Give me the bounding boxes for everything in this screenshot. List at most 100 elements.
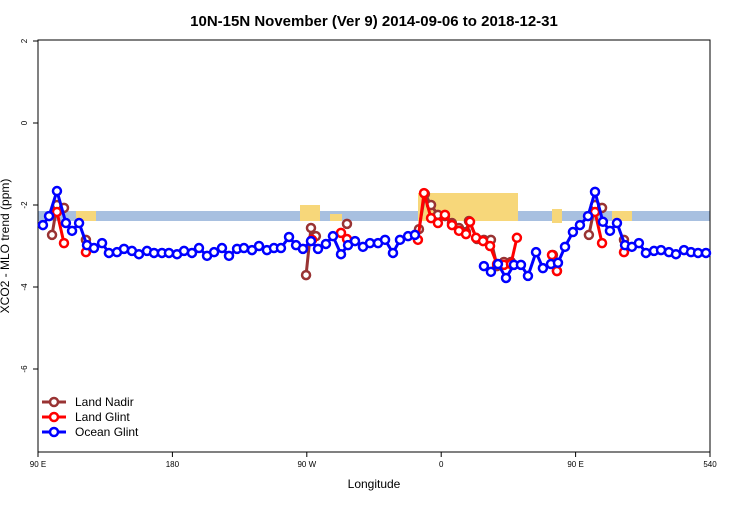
data-point (418, 187, 430, 199)
data-point (349, 235, 361, 247)
data-point (559, 241, 571, 253)
x-tick-label: 180 (166, 460, 180, 469)
legend-marker (48, 396, 60, 408)
data-point (193, 242, 205, 254)
data-point (312, 243, 324, 255)
data-point (66, 225, 78, 237)
data-point (597, 216, 609, 228)
data-point (611, 217, 623, 229)
data-point (546, 249, 558, 261)
data-point (58, 237, 70, 249)
data-point (530, 246, 542, 258)
data-point (522, 270, 534, 282)
data-point (394, 234, 406, 246)
data-point (305, 235, 317, 247)
data-point (238, 242, 250, 254)
data-point (60, 217, 72, 229)
data-point (567, 226, 579, 238)
legend-label: Land Glint (75, 410, 130, 424)
data-point (327, 230, 339, 242)
data-point (596, 237, 608, 249)
data-point (133, 248, 145, 260)
legend-marker (48, 411, 60, 423)
data-point (604, 225, 616, 237)
plot-frame (37, 39, 711, 453)
data-point (335, 248, 347, 260)
y-tick-label: -4 (20, 283, 29, 291)
data-point (552, 257, 564, 269)
data-point (478, 260, 490, 272)
data-point (51, 206, 63, 218)
data-point (43, 210, 55, 222)
data-point (582, 210, 594, 222)
data-point (223, 250, 235, 262)
data-point (670, 248, 682, 260)
land-patch (300, 205, 320, 221)
data-point (477, 235, 489, 247)
data-point (700, 247, 712, 259)
data-point (275, 242, 287, 254)
data-point (640, 247, 652, 259)
x-tick-label: 0 (439, 460, 444, 469)
data-point (341, 218, 353, 230)
legend-label: Land Nadir (75, 395, 134, 409)
data-point (208, 246, 220, 258)
data-point (633, 237, 645, 249)
land-patch (552, 209, 562, 223)
data-point (432, 217, 444, 229)
chart-title: 10N-15N November (Ver 9) 2014-09-06 to 2… (190, 13, 558, 30)
data-point (46, 229, 58, 241)
data-point (439, 209, 451, 221)
data-point (364, 237, 376, 249)
data-point (297, 243, 309, 255)
data-point (300, 269, 312, 281)
data-point (446, 219, 458, 231)
x-tick-label: 90 E (30, 460, 46, 469)
data-point (96, 237, 108, 249)
y-tick-label: 0 (20, 120, 29, 125)
y-tick-label: 2 (20, 38, 29, 43)
land-patch (76, 211, 96, 221)
x-tick-label: 90 W (297, 460, 316, 469)
latitude-strip (38, 193, 710, 223)
data-point (186, 247, 198, 259)
data-point (537, 262, 549, 274)
data-point (511, 232, 523, 244)
y-tick-label: -2 (20, 201, 29, 209)
legend-marker (48, 426, 60, 438)
ocean-strip (38, 211, 710, 221)
data-point (387, 247, 399, 259)
data-point (460, 228, 472, 240)
data-point (464, 216, 476, 228)
data-point (574, 219, 586, 231)
data-point (583, 229, 595, 241)
data-point (492, 258, 504, 270)
data-point (515, 259, 527, 271)
data-point (73, 217, 85, 229)
data-point (320, 238, 332, 250)
land-patch (330, 214, 342, 221)
data-point (379, 234, 391, 246)
data-point (409, 229, 421, 241)
data-point (216, 242, 228, 254)
data-point (163, 247, 175, 259)
data-point (589, 186, 601, 198)
x-tick-label: 540 (703, 460, 717, 469)
data-point (305, 222, 317, 234)
data-point (484, 240, 496, 252)
legend-label: Ocean Glint (75, 425, 139, 439)
data-point (37, 219, 49, 231)
data-point (283, 231, 295, 243)
y-axis-label: XCO2 - MLO trend (ppm) (0, 179, 12, 314)
land-patch (612, 211, 632, 221)
data-point (103, 247, 115, 259)
data-point (500, 272, 512, 284)
x-axis-label: Longitude (348, 477, 401, 491)
data-point (425, 212, 437, 224)
y-tick-label: -6 (20, 365, 29, 373)
data-point (253, 240, 265, 252)
data-point (485, 266, 497, 278)
data-point (51, 185, 63, 197)
x-tick-label: 90 E (567, 460, 583, 469)
